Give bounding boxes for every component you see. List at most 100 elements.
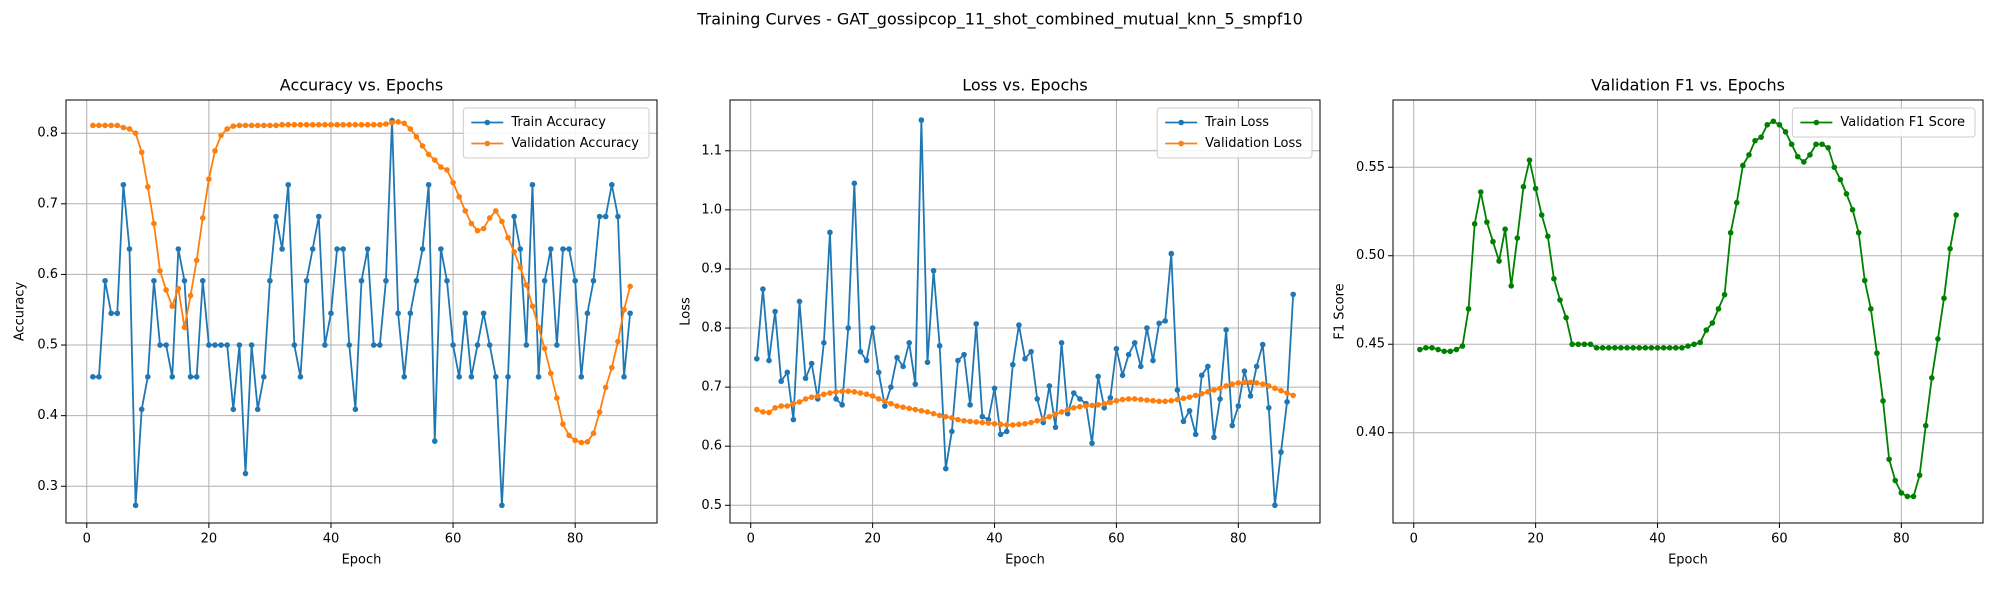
data-point bbox=[1168, 250, 1175, 257]
x-tick-label: 40 bbox=[986, 532, 1003, 547]
data-point bbox=[1131, 340, 1138, 346]
data-point bbox=[1776, 121, 1783, 128]
data-point bbox=[413, 277, 420, 284]
data-point bbox=[1144, 397, 1150, 403]
data-point bbox=[796, 298, 803, 305]
axes-frame bbox=[65, 99, 658, 524]
data-point bbox=[1703, 327, 1710, 333]
data-point bbox=[900, 404, 906, 411]
data-point bbox=[1205, 363, 1211, 370]
data-point bbox=[114, 122, 121, 129]
data-point bbox=[1423, 344, 1429, 351]
legend-label: Train Accuracy bbox=[510, 115, 606, 130]
data-point bbox=[90, 374, 96, 380]
data-point bbox=[1733, 199, 1740, 206]
data-point bbox=[1217, 396, 1223, 402]
data-point bbox=[796, 399, 803, 405]
data-point bbox=[358, 277, 365, 284]
y-tick-label: 0.5 bbox=[701, 498, 722, 513]
data-point bbox=[291, 121, 298, 128]
data-point bbox=[425, 181, 432, 188]
data-point bbox=[1174, 387, 1181, 393]
data-point bbox=[547, 370, 554, 377]
data-point bbox=[102, 122, 108, 129]
data-point bbox=[1278, 387, 1284, 394]
data-point bbox=[1484, 219, 1490, 225]
data-point bbox=[468, 220, 475, 227]
legend: Train Loss Validation Loss bbox=[1156, 107, 1313, 159]
data-point bbox=[888, 400, 894, 407]
data-point bbox=[1168, 397, 1175, 404]
legend-marker bbox=[484, 140, 491, 147]
data-point bbox=[1229, 422, 1236, 429]
data-point bbox=[138, 149, 145, 156]
data-point bbox=[102, 277, 108, 284]
data-point bbox=[906, 340, 912, 346]
data-point bbox=[584, 310, 591, 317]
data-point bbox=[493, 208, 499, 214]
data-point bbox=[1910, 493, 1917, 500]
data-point bbox=[1502, 226, 1508, 233]
data-point bbox=[486, 342, 493, 348]
legend-marker bbox=[484, 119, 491, 126]
data-point bbox=[1666, 344, 1673, 351]
data-point bbox=[431, 157, 438, 163]
data-point bbox=[997, 431, 1004, 438]
data-point bbox=[1922, 422, 1929, 429]
data-point bbox=[315, 121, 322, 128]
data-point bbox=[358, 121, 365, 128]
data-point bbox=[279, 121, 285, 128]
data-point bbox=[529, 181, 536, 188]
data-point bbox=[1028, 348, 1034, 355]
data-point bbox=[334, 246, 340, 252]
data-point bbox=[942, 413, 949, 420]
data-point bbox=[554, 342, 560, 348]
data-point bbox=[218, 132, 224, 139]
data-point bbox=[254, 122, 261, 129]
data-point bbox=[1514, 235, 1521, 241]
data-point bbox=[1253, 363, 1260, 370]
data-point bbox=[1022, 355, 1028, 362]
data-point bbox=[334, 121, 340, 128]
data-point bbox=[108, 122, 114, 129]
data-point bbox=[1156, 320, 1162, 327]
data-point bbox=[1532, 185, 1539, 192]
data-point bbox=[1235, 403, 1242, 409]
data-point bbox=[1272, 385, 1278, 392]
data-point bbox=[493, 374, 499, 380]
data-point bbox=[1794, 153, 1801, 160]
data-point bbox=[967, 402, 973, 408]
x-tick-label: 80 bbox=[1893, 532, 1910, 547]
data-point bbox=[621, 374, 627, 380]
data-point bbox=[303, 121, 310, 128]
data-point bbox=[1058, 409, 1065, 415]
data-point bbox=[126, 126, 133, 132]
data-point bbox=[1825, 144, 1831, 151]
x-axis-label: Epoch bbox=[1005, 553, 1045, 568]
data-point bbox=[352, 121, 359, 128]
legend-marker bbox=[1178, 140, 1184, 147]
data-point bbox=[1685, 343, 1691, 349]
data-point bbox=[1508, 283, 1515, 289]
data-point bbox=[754, 406, 760, 413]
data-point bbox=[1599, 344, 1606, 351]
x-tick-label: 0 bbox=[1410, 532, 1418, 547]
data-point bbox=[1953, 212, 1959, 218]
data-point bbox=[766, 357, 772, 364]
data-point bbox=[1003, 422, 1010, 428]
data-point bbox=[480, 310, 487, 317]
data-point bbox=[1046, 413, 1053, 420]
data-point bbox=[1764, 121, 1771, 128]
data-point bbox=[1618, 344, 1624, 351]
data-point bbox=[602, 384, 609, 391]
data-point bbox=[1162, 398, 1168, 405]
data-point bbox=[1095, 402, 1101, 408]
data-point bbox=[1874, 350, 1880, 356]
y-axis-label: Accuracy bbox=[13, 282, 28, 342]
data-point bbox=[924, 409, 931, 415]
data-point bbox=[1016, 322, 1022, 328]
y-tick-label: 0.8 bbox=[37, 126, 58, 141]
data-point bbox=[1709, 320, 1716, 326]
data-point bbox=[566, 432, 572, 439]
data-point bbox=[322, 121, 328, 128]
